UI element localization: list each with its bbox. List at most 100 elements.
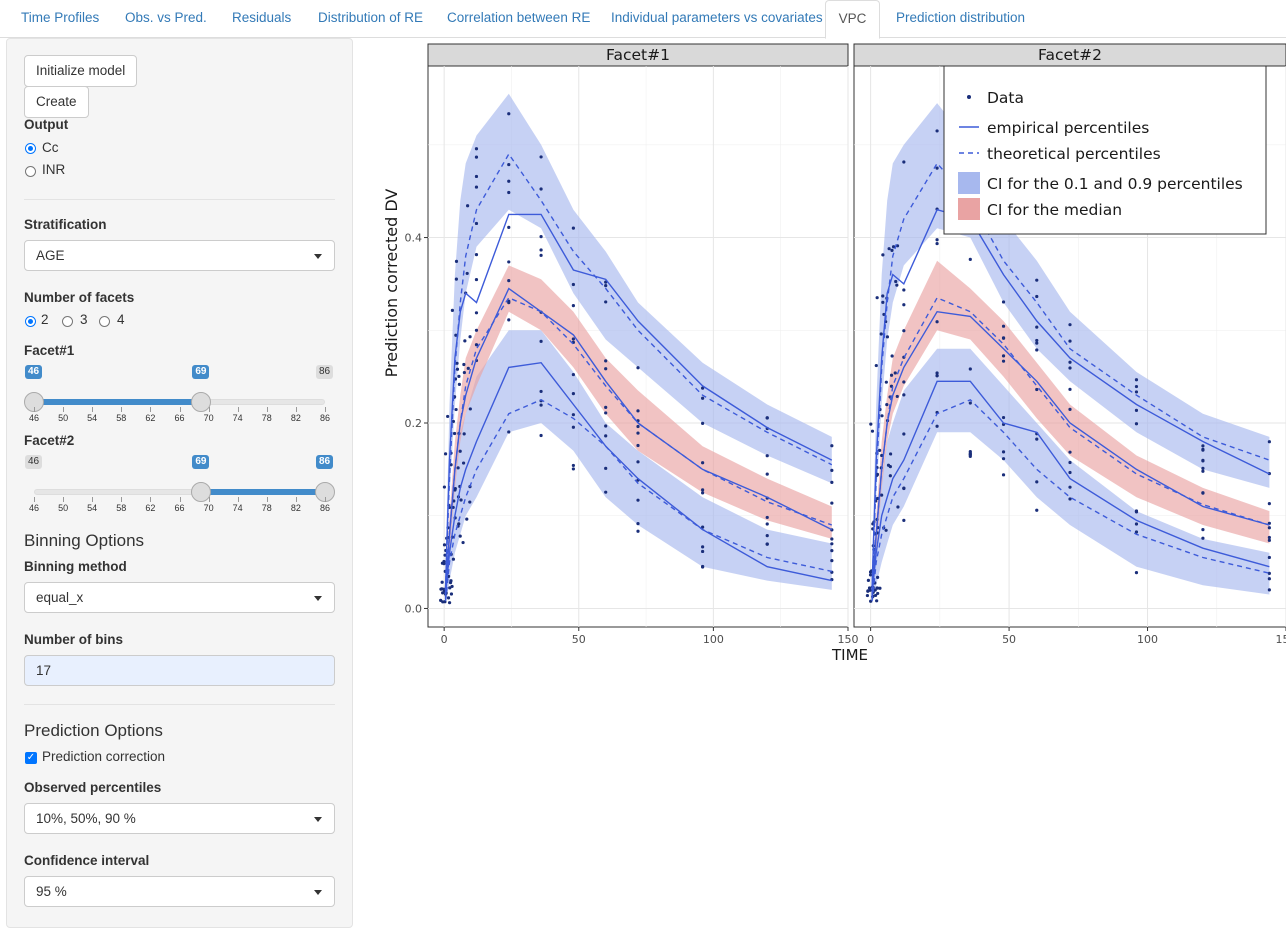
facets-radio-4[interactable] (99, 316, 110, 327)
data-point (880, 332, 883, 335)
data-point (450, 592, 453, 595)
data-point (866, 590, 869, 593)
tab-obs-vs-pred[interactable]: Obs. vs Pred. (125, 0, 207, 38)
legend-key-ci-median (958, 198, 980, 220)
tab-vpc[interactable]: VPC (825, 0, 880, 39)
data-point (1268, 440, 1271, 443)
observed-percentiles-select[interactable]: 10%, 50%, 90 % (24, 803, 335, 834)
data-point (1268, 539, 1271, 542)
slider-tick (63, 407, 64, 412)
tab-time-profiles[interactable]: Time Profiles (21, 0, 99, 38)
data-point (604, 284, 607, 287)
data-point (1268, 588, 1271, 591)
data-point (830, 481, 833, 484)
slider-tick (238, 497, 239, 502)
data-point (902, 380, 905, 383)
data-point (466, 272, 469, 275)
slider-to-value: 86 (316, 455, 333, 469)
data-point (1135, 409, 1138, 412)
output-radio-inr[interactable] (25, 166, 36, 177)
tab-residuals[interactable]: Residuals (232, 0, 291, 38)
create-button[interactable]: Create (24, 86, 89, 118)
legend-entry: Data (987, 89, 1024, 107)
data-point (1002, 450, 1005, 453)
divider (24, 704, 335, 705)
data-point (935, 374, 938, 377)
confidence-interval-select[interactable]: 95 % (24, 876, 335, 907)
data-point (1002, 473, 1005, 476)
slider-tick (92, 407, 93, 412)
data-point (935, 238, 938, 241)
data-point (447, 596, 450, 599)
data-point (461, 541, 464, 544)
slider-tick (325, 407, 326, 412)
slider-tick (34, 497, 35, 502)
data-point (507, 430, 510, 433)
tab-individual-parameters[interactable]: Individual parameters vs covariates (611, 0, 823, 38)
observed-percentiles-label: Observed percentiles (24, 780, 161, 795)
data-point (766, 473, 769, 476)
data-point (1002, 354, 1005, 357)
number-of-bins-value: 17 (36, 663, 51, 678)
data-point (507, 180, 510, 183)
data-point (889, 452, 892, 455)
tab-prediction-distribution[interactable]: Prediction distribution (896, 0, 1025, 38)
data-point (867, 579, 870, 582)
facets-option-3: 3 (80, 312, 88, 327)
number-of-bins-input[interactable]: 17 (24, 655, 335, 686)
output-label: Output (24, 117, 68, 132)
data-point (878, 587, 881, 590)
facet-title: Facet#2 (1038, 46, 1102, 64)
data-point (1002, 416, 1005, 419)
data-point (636, 499, 639, 502)
data-point (475, 175, 478, 178)
data-point (935, 129, 938, 132)
divider (24, 199, 335, 200)
data-point (880, 494, 883, 497)
tab-correlation-between-re[interactable]: Correlation between RE (447, 0, 590, 38)
data-point (1268, 502, 1271, 505)
facet2-label: Facet#2 (24, 433, 74, 448)
data-point (935, 320, 938, 323)
output-option-inr: INR (42, 162, 65, 177)
binning-method-select[interactable]: equal_x (24, 582, 335, 613)
tab-distribution-of-re[interactable]: Distribution of RE (318, 0, 423, 38)
data-point (1035, 339, 1038, 342)
data-point (636, 431, 639, 434)
data-point (604, 491, 607, 494)
stratification-select[interactable]: AGE (24, 240, 335, 271)
data-point (468, 500, 471, 503)
data-point (572, 283, 575, 286)
data-point (636, 444, 639, 447)
output-radio-cc[interactable] (25, 143, 36, 154)
data-point (443, 485, 446, 488)
facets-radio-3[interactable] (62, 316, 73, 327)
data-point (507, 112, 510, 115)
prediction-correction-checkbox[interactable]: ✓ (25, 752, 37, 764)
data-point (448, 586, 451, 589)
slider-tick (180, 497, 181, 502)
data-point (881, 301, 884, 304)
data-point (887, 464, 890, 467)
data-point (475, 222, 478, 225)
data-point (448, 601, 451, 604)
data-point (459, 535, 462, 538)
slider-tick-label: 46 (24, 413, 44, 423)
data-point (1135, 522, 1138, 525)
confidence-interval-label: Confidence interval (24, 853, 149, 868)
data-point (441, 562, 444, 565)
data-point (444, 452, 447, 455)
x-tick-label: 150 (838, 633, 859, 646)
initialize-model-button[interactable]: Initialize model (24, 55, 137, 87)
x-tick-label: 100 (703, 633, 724, 646)
data-point (701, 550, 704, 553)
facets-radio-2[interactable] (25, 316, 36, 327)
data-point (604, 434, 607, 437)
data-point (1068, 366, 1071, 369)
data-point (604, 359, 607, 362)
y-tick-label: 0.4 (405, 232, 423, 245)
data-point (902, 519, 905, 522)
data-point (886, 335, 889, 338)
